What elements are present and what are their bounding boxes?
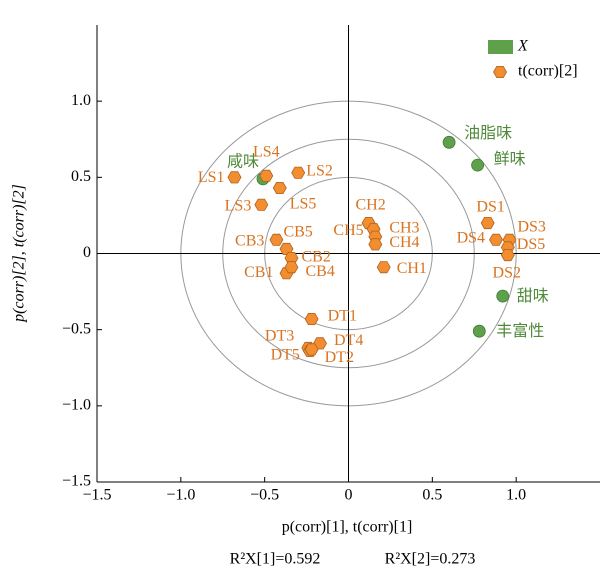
legend-label: X <box>517 38 529 55</box>
x-tick-label: 1.0 <box>506 487 526 504</box>
legend-label: t(corr)[2] <box>518 63 578 80</box>
x-tick-label: 0.5 <box>422 487 442 504</box>
point <box>304 312 319 326</box>
point-label: CB2 <box>301 249 330 266</box>
point-label: LS5 <box>290 196 317 213</box>
point-label: DS4 <box>457 229 485 246</box>
point <box>472 324 486 338</box>
point-label: LS1 <box>198 169 225 186</box>
point-label: CB4 <box>305 263 334 280</box>
point <box>284 261 299 274</box>
annotation: R²X[1]=0.592 <box>230 551 321 568</box>
point <box>489 233 503 246</box>
point <box>500 248 515 262</box>
point-label: DS5 <box>517 236 545 253</box>
point-label: DS2 <box>493 265 521 282</box>
point <box>254 198 269 211</box>
y-tick-label: 1.0 <box>71 92 91 109</box>
point-label: DS3 <box>517 218 545 235</box>
point-label: DT2 <box>325 349 354 366</box>
y-tick-label: 0 <box>83 244 91 261</box>
y-tick-label: −1.5 <box>62 473 91 490</box>
x-axis-label: p(corr)[1], t(corr)[1] <box>282 519 413 536</box>
point <box>368 238 383 251</box>
x-tick-label: −0.5 <box>250 487 279 504</box>
point <box>471 158 485 172</box>
point-label: DT4 <box>334 332 363 349</box>
point <box>269 233 284 246</box>
point-label: CH3 <box>389 219 419 236</box>
point <box>304 343 319 356</box>
x-tick-label: −1.5 <box>82 487 111 504</box>
point <box>272 181 287 195</box>
legend-swatch <box>493 66 507 78</box>
point-label: 咸味 <box>227 153 259 171</box>
point-label: DT1 <box>328 308 357 325</box>
point-label: LS4 <box>253 143 280 160</box>
point-label: CB5 <box>283 224 312 241</box>
point-label: LS3 <box>225 197 252 214</box>
x-tick-label: 0 <box>345 487 353 504</box>
point-label: 甜味 <box>517 287 549 305</box>
point-label: CB3 <box>235 232 264 249</box>
point-label: CH4 <box>389 234 419 251</box>
point-label: DS1 <box>476 199 504 216</box>
legend-swatch <box>488 40 513 54</box>
y-tick-label: −0.5 <box>62 320 91 337</box>
annotation: R²X[2]=0.273 <box>385 551 476 568</box>
x-tick-label: −1.0 <box>166 487 195 504</box>
point <box>496 289 510 303</box>
point-label: 油脂味 <box>464 124 512 142</box>
point-label: CH5 <box>333 222 363 239</box>
point-label: CH1 <box>397 260 427 277</box>
point <box>259 169 274 182</box>
point <box>442 135 456 149</box>
point <box>227 171 242 184</box>
point-label: 鲜味 <box>494 150 526 168</box>
point <box>376 261 391 274</box>
point <box>480 216 495 230</box>
y-tick-label: 0.5 <box>71 168 91 185</box>
point-label: LS2 <box>306 162 333 179</box>
point <box>291 166 306 179</box>
point-label: CB1 <box>244 264 273 281</box>
y-tick-label: −1.0 <box>62 397 91 414</box>
point-label: DT3 <box>265 328 294 345</box>
point-label: 丰富性 <box>496 322 544 340</box>
y-axis-label: p(corr)[2], t(corr)[2] <box>11 184 28 323</box>
point-label: CH2 <box>356 197 386 214</box>
point-label: DT5 <box>271 347 300 364</box>
